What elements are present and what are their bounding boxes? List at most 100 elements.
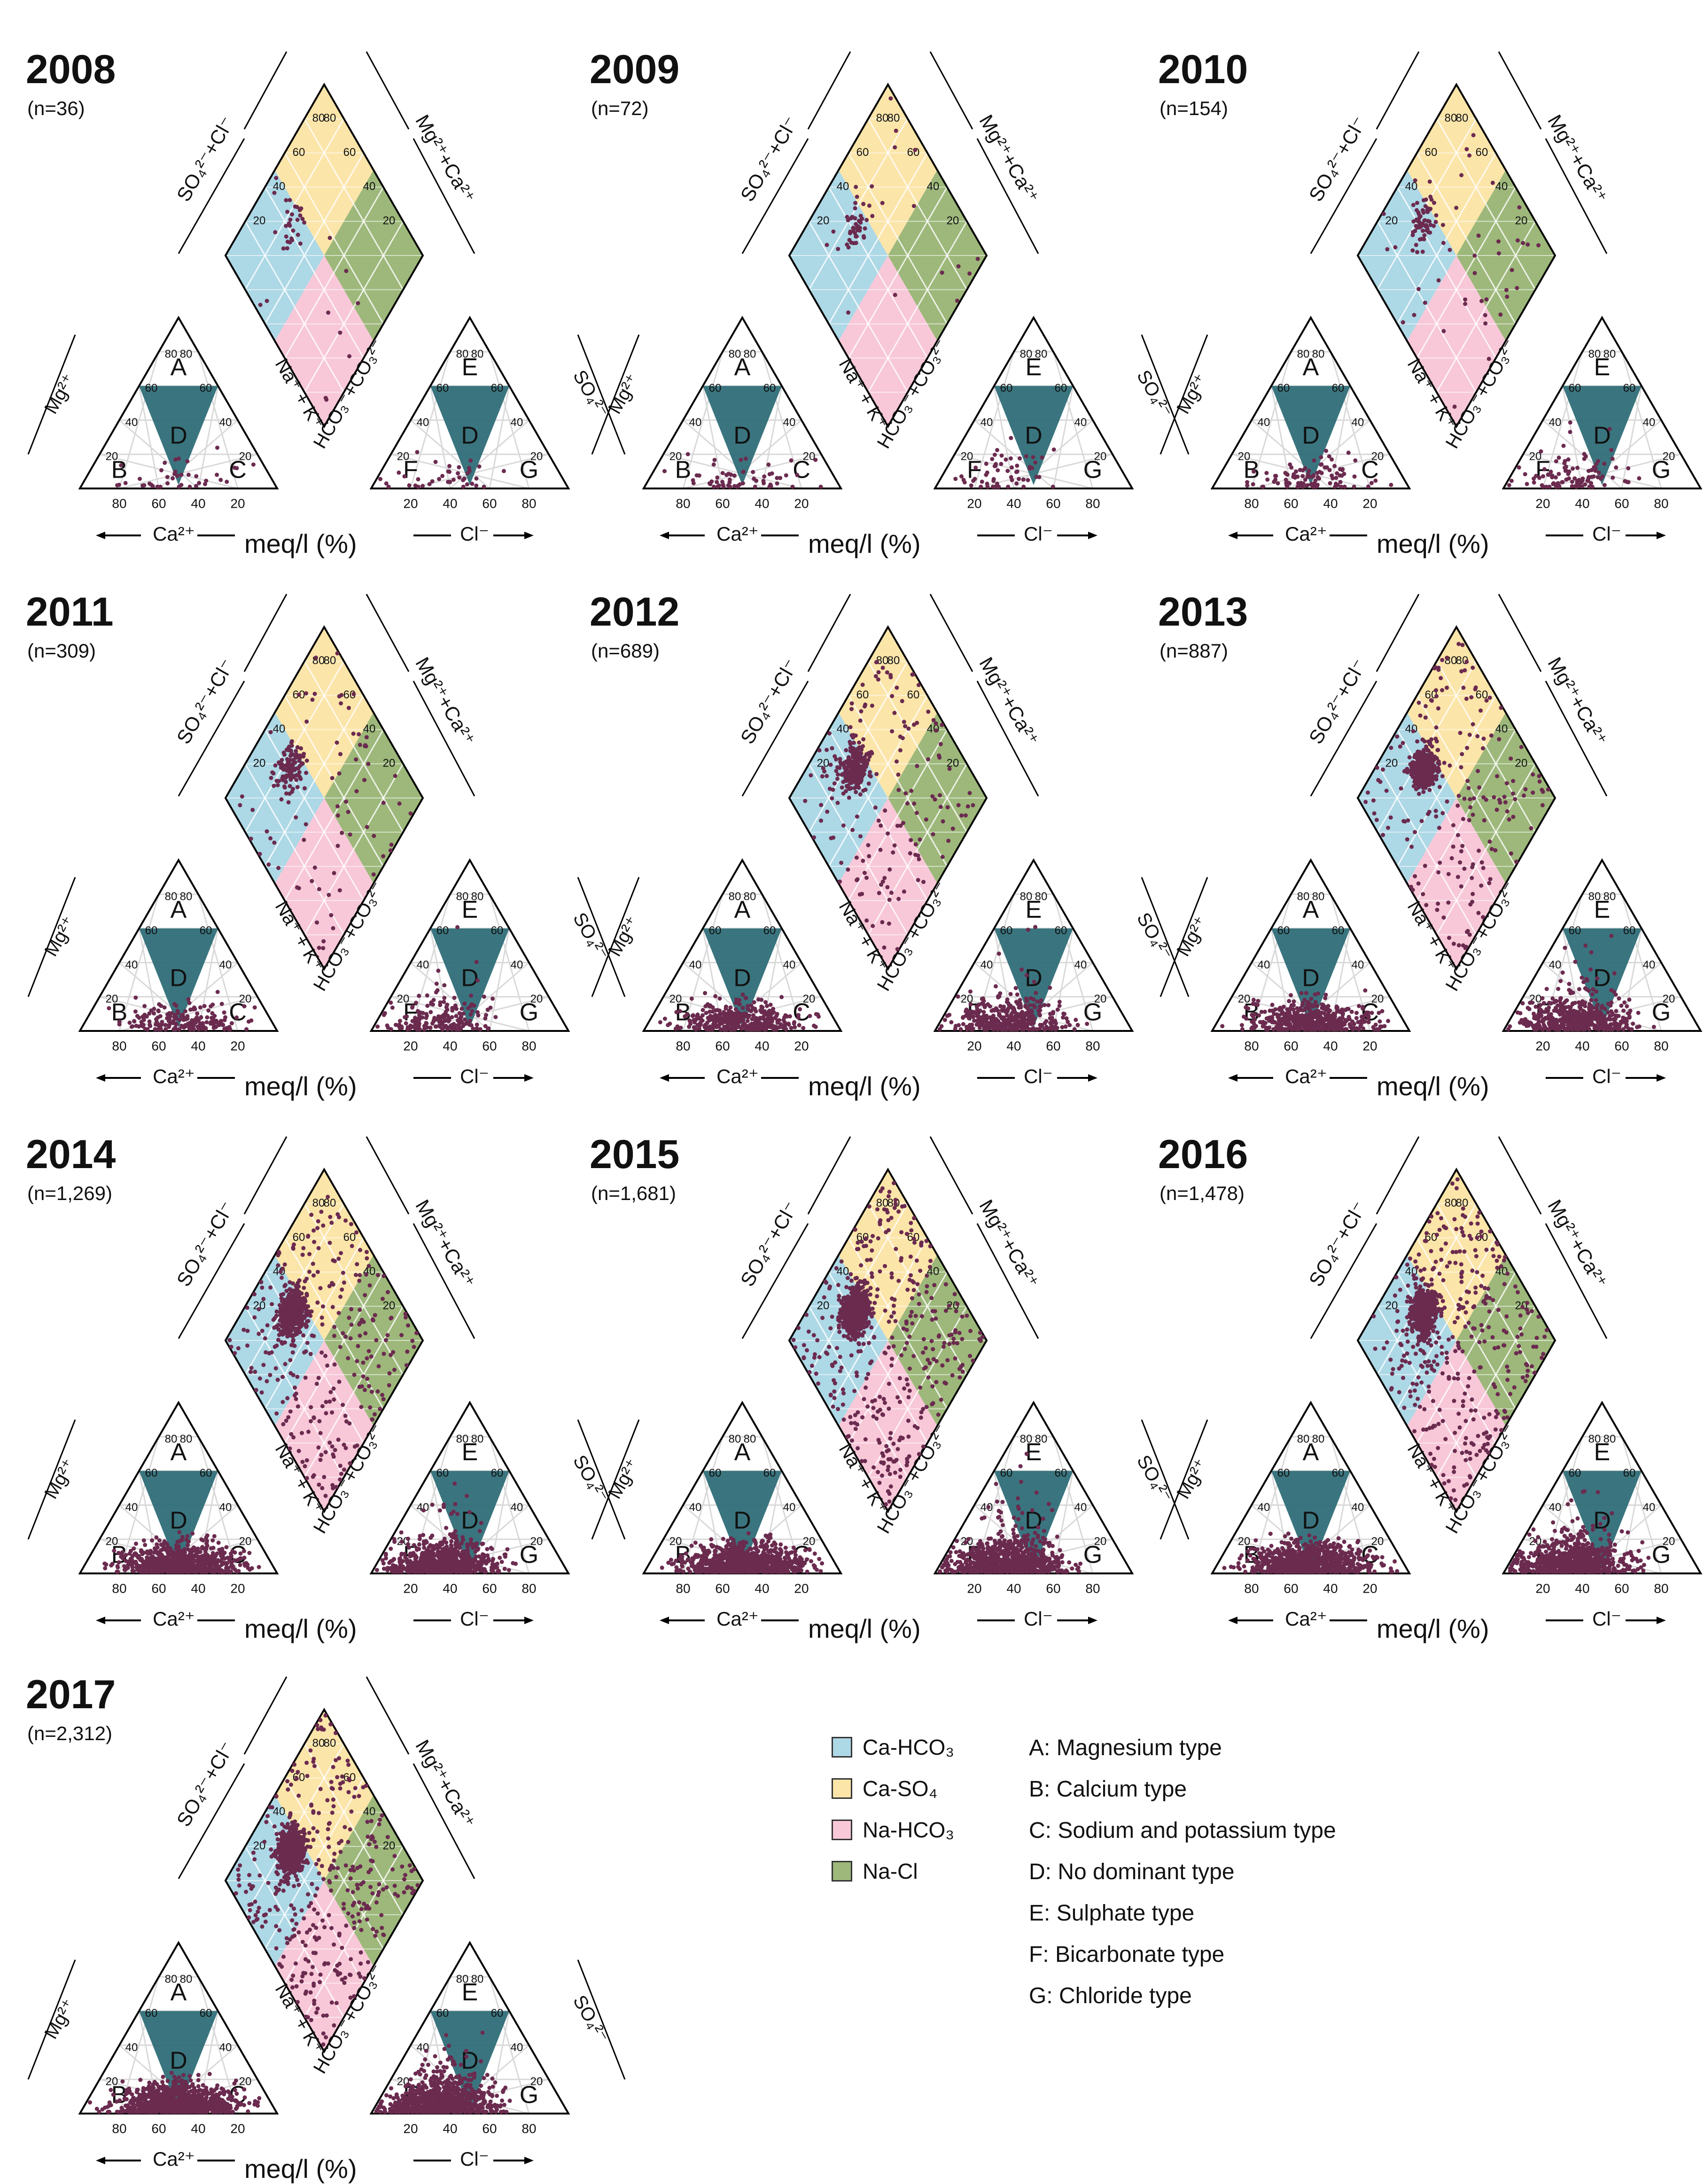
- sample-point: [187, 1001, 192, 1005]
- sample-point: [1471, 892, 1475, 896]
- sample-point: [288, 217, 293, 222]
- tick-label: 20: [1515, 215, 1528, 227]
- sample-point: [940, 271, 944, 275]
- zone-d-label: D: [733, 965, 751, 992]
- sample-point: [1416, 287, 1421, 291]
- sample-point: [1549, 1012, 1553, 1016]
- sample-point: [863, 705, 867, 709]
- sample-point: [1623, 479, 1627, 483]
- sample-point: [874, 772, 879, 776]
- sample-point: [999, 462, 1003, 466]
- sample-point: [1464, 147, 1469, 151]
- sample-point: [917, 857, 921, 861]
- sample-point: [174, 1004, 179, 1008]
- sample-point: [784, 1013, 788, 1017]
- tick-label: 80: [1588, 348, 1601, 360]
- sample-point: [1035, 475, 1039, 479]
- tick-label: 80: [1244, 1038, 1259, 1053]
- so4-cl-axis-label: SO₄²⁻+Cl⁻: [1305, 655, 1371, 748]
- sample-point: [1418, 753, 1423, 758]
- sample-point: [1458, 731, 1463, 735]
- sample-point: [668, 1022, 672, 1026]
- sample-point: [1490, 847, 1494, 851]
- sample-point: [1594, 990, 1598, 994]
- sample-point: [287, 759, 291, 763]
- sample-point: [911, 672, 915, 676]
- sample-point: [1364, 1010, 1369, 1015]
- sample-point: [1583, 944, 1587, 948]
- sample-point: [469, 1013, 473, 1017]
- arrow-head: [96, 1617, 105, 1624]
- sample-point: [1518, 1021, 1522, 1025]
- sample-point: [269, 730, 273, 734]
- tick-label: 60: [907, 146, 920, 159]
- mg-ca-axis-label: Mg²⁺+Ca²⁺: [411, 111, 479, 207]
- sample-point: [1381, 833, 1385, 837]
- sample-point: [1424, 715, 1428, 720]
- sample-point: [130, 1024, 134, 1029]
- sample-point: [906, 727, 910, 731]
- sample-point: [959, 474, 964, 479]
- sample-point: [834, 757, 838, 761]
- sample-point: [1382, 212, 1386, 216]
- sample-point: [390, 1006, 395, 1010]
- sample-point: [1459, 765, 1463, 769]
- tick-label: 60: [709, 924, 722, 937]
- sample-point: [943, 1018, 947, 1022]
- sample-point: [1013, 1016, 1018, 1020]
- sample-point: [467, 1022, 471, 1027]
- sample-point: [1412, 784, 1416, 788]
- sample-point: [1441, 241, 1446, 245]
- tick-label: 60: [1614, 1038, 1629, 1053]
- sample-point: [219, 1019, 223, 1023]
- sample-point: [916, 878, 920, 882]
- sample-point: [752, 477, 756, 481]
- sample-point: [825, 748, 829, 752]
- sample-point: [1372, 811, 1377, 815]
- tick-label: 20: [803, 450, 816, 463]
- sample-point: [1428, 788, 1432, 792]
- sample-point: [1319, 463, 1323, 467]
- tick-label: 40: [1549, 959, 1562, 971]
- sample-point: [288, 224, 292, 228]
- mg-ca-axis-arrow: [930, 594, 973, 672]
- sample-point: [1375, 1027, 1379, 1031]
- sample-point: [1373, 479, 1377, 483]
- sample-point: [1284, 478, 1288, 482]
- sample-point: [895, 947, 900, 951]
- sample-point: [847, 796, 851, 800]
- sample-point: [855, 856, 859, 860]
- sample-point: [171, 476, 175, 480]
- sample-point: [172, 472, 177, 476]
- sample-point: [1085, 1022, 1089, 1026]
- sample-point: [836, 247, 840, 251]
- sample-point: [175, 1009, 179, 1013]
- tick-label: 60: [436, 382, 449, 395]
- sample-point: [1451, 844, 1455, 849]
- sample-point: [1603, 1007, 1607, 1011]
- sample-point: [273, 763, 278, 767]
- sample-point: [1277, 1007, 1281, 1011]
- sample-point: [1556, 472, 1561, 476]
- sample-point: [1589, 950, 1594, 954]
- sample-point: [1537, 1007, 1541, 1011]
- sample-point: [753, 1017, 757, 1022]
- sample-point: [1611, 476, 1615, 480]
- sample-point: [1331, 1026, 1335, 1030]
- sample-point: [1017, 1012, 1021, 1016]
- sample-point: [1386, 1019, 1390, 1023]
- sample-point: [1251, 482, 1255, 487]
- sample-point: [847, 787, 851, 791]
- sample-point: [857, 751, 861, 756]
- sample-point: [1305, 484, 1309, 488]
- sample-point: [1441, 329, 1446, 333]
- sample-point: [858, 834, 863, 838]
- sample-point: [1541, 474, 1545, 479]
- sample-point: [1313, 479, 1317, 483]
- tick-label: 40: [219, 1501, 232, 1514]
- tick-label: 20: [230, 496, 245, 511]
- tick-label: 80: [112, 1038, 126, 1053]
- sample-point: [486, 1027, 490, 1031]
- sample-point: [1545, 1016, 1549, 1021]
- sample-point: [1418, 225, 1422, 229]
